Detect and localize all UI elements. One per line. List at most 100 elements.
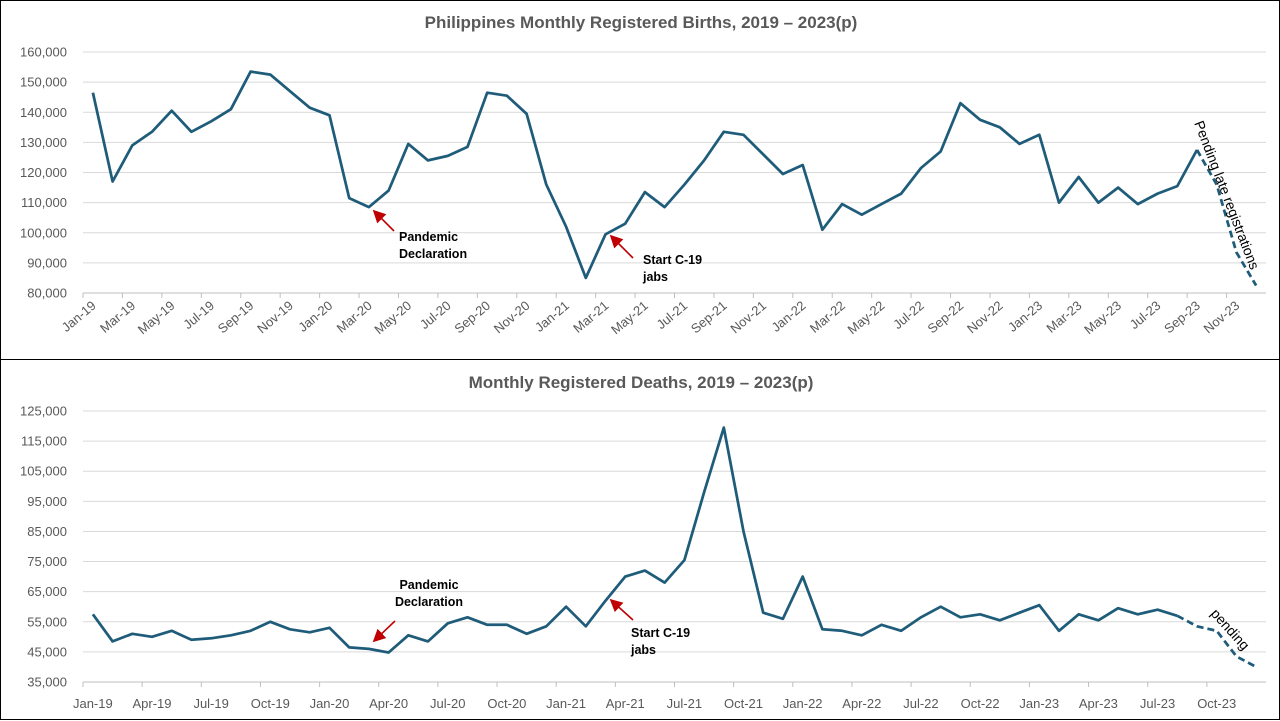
births-x-tick-label: Jul-21 [654, 298, 691, 332]
births-annotation: Start C-19 jabs [642, 253, 702, 284]
deaths-y-tick-label: 115,000 [21, 434, 67, 449]
births-x-tick-label: Jan-23 [1005, 298, 1045, 335]
births-data-point [288, 89, 292, 93]
births-data-point [919, 166, 923, 170]
deaths-data-point [919, 615, 923, 619]
deaths-y-tick-label: 105,000 [20, 464, 67, 479]
deaths-data-point [406, 633, 410, 637]
deaths-data-point [1234, 654, 1238, 658]
births-data-point [111, 180, 115, 184]
births-data-point [1136, 202, 1140, 206]
deaths-x-tick-label: Oct-21 [724, 696, 763, 711]
deaths-chart-title: Monthly Registered Deaths, 2019 – 2023(p… [469, 373, 814, 392]
births-data-point [1077, 175, 1081, 179]
deaths-x-tick-label: Oct-20 [487, 696, 526, 711]
births-y-tick-label: 140,000 [20, 105, 67, 120]
births-x-tick-label: Sep-21 [688, 298, 730, 336]
deaths-data-point [446, 621, 450, 625]
deaths-data-point [111, 639, 115, 643]
deaths-data-point [939, 605, 943, 609]
deaths-data-point [761, 611, 765, 615]
deaths-data-point [1175, 614, 1179, 618]
births-x-tick-label: Jul-23 [1127, 298, 1164, 332]
births-x-tick-label: Jan-22 [768, 298, 808, 335]
deaths-data-point [1037, 603, 1041, 607]
births-x-tick-label: Jan-20 [295, 298, 335, 335]
births-data-point [1254, 284, 1258, 288]
births-data-point [229, 107, 233, 111]
births-data-point [958, 101, 962, 105]
deaths-data-point [1156, 608, 1160, 612]
deaths-x-tick-label: Jan-20 [310, 696, 350, 711]
deaths-x-tick-label: Apr-22 [842, 696, 881, 711]
births-data-point [643, 190, 647, 194]
births-data-point [466, 145, 470, 149]
deaths-x-tick-label: Jan-23 [1019, 696, 1059, 711]
births-y-tick-label: 150,000 [20, 75, 67, 90]
births-data-point [189, 130, 193, 134]
births-x-tick-label: Sep-22 [925, 298, 967, 336]
births-data-point [801, 163, 805, 167]
deaths-data-point [1136, 612, 1140, 616]
births-y-tick-label: 120,000 [20, 165, 67, 180]
births-data-point [1096, 201, 1100, 205]
deaths-x-tick-label: Jul-21 [667, 696, 702, 711]
deaths-data-point [150, 635, 154, 639]
births-x-tick-label: May-20 [371, 298, 414, 337]
deaths-data-point [584, 624, 588, 628]
births-y-tick-label: 100,000 [20, 225, 67, 240]
deaths-y-tick-label: 85,000 [27, 524, 67, 539]
deaths-data-point [742, 529, 746, 533]
deaths-y-tick-label: 125,000 [20, 404, 67, 419]
deaths-data-point [702, 490, 706, 494]
births-data-point [387, 189, 391, 193]
deaths-data-point [249, 629, 253, 633]
deaths-data-point [564, 605, 568, 609]
deaths-data-point [308, 630, 312, 634]
deaths-y-tick-label: 55,000 [27, 614, 67, 629]
deaths-data-point [91, 612, 95, 616]
deaths-data-point [1018, 611, 1022, 615]
births-data-point [426, 158, 430, 162]
births-data-point [998, 125, 1002, 129]
births-x-tick-label: Nov-21 [727, 298, 769, 336]
births-data-point [682, 183, 686, 187]
deaths-data-point [820, 627, 824, 631]
births-data-point [840, 202, 844, 206]
deaths-y-tick-label: 45,000 [27, 644, 67, 659]
deaths-data-point [1215, 629, 1219, 633]
births-data-point [781, 172, 785, 176]
births-data-point [505, 94, 509, 98]
births-data-point [367, 205, 371, 209]
births-data-point [584, 276, 588, 280]
births-y-tick-label: 80,000 [27, 286, 67, 301]
births-data-point [1057, 201, 1061, 205]
deaths-series-line [91, 426, 1178, 654]
deaths-data-point [722, 426, 726, 430]
births-x-tick-label: Sep-19 [215, 298, 257, 336]
births-x-tick-label: Jul-20 [417, 298, 454, 332]
deaths-annotation: Pandemic Declaration [395, 578, 463, 609]
deaths-data-point [229, 633, 233, 637]
deaths-data-point [860, 633, 864, 637]
deaths-x-tick-label: Jan-19 [73, 696, 113, 711]
deaths-chart-panel: Monthly Registered Deaths, 2019 – 2023(p… [0, 359, 1280, 720]
deaths-data-point [505, 623, 509, 627]
births-data-point [1195, 148, 1199, 152]
births-x-tick-label: Mar-19 [97, 298, 138, 336]
births-data-point [150, 130, 154, 134]
deaths-x-tick-label: Oct-23 [1197, 696, 1236, 711]
births-data-point [880, 202, 884, 206]
deaths-x-tick-label: Apr-21 [606, 696, 645, 711]
deaths-data-point [1096, 618, 1100, 622]
births-data-point [978, 118, 982, 122]
births-x-tick-label: May-21 [608, 298, 651, 337]
births-data-point [564, 225, 568, 229]
births-x-tick-label: Jan-19 [59, 298, 99, 335]
births-line-chart: Philippines Monthly Registered Births, 2… [20, 13, 1266, 337]
births-x-tick-label: Nov-23 [1201, 298, 1243, 336]
births-data-point [1116, 186, 1120, 190]
births-chart-panel: Philippines Monthly Registered Births, 2… [0, 0, 1280, 360]
births-x-tick-label: Mar-22 [807, 298, 848, 336]
births-annotation-arrow [609, 234, 634, 259]
